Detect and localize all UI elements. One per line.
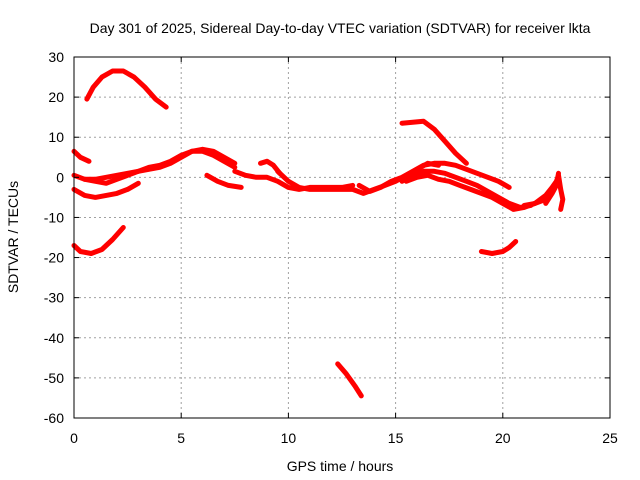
series-arc-15 bbox=[478, 239, 519, 256]
y-axis-label: SDTVAR / TECUs bbox=[5, 181, 21, 293]
x-tick-labels: 0 5 10 15 20 25 bbox=[70, 430, 618, 446]
y-tick-label: -40 bbox=[44, 330, 64, 346]
series-arc-5 bbox=[82, 146, 238, 186]
series-arc-18 bbox=[335, 361, 364, 399]
y-tick-label: 0 bbox=[56, 169, 64, 185]
x-tick-label: 20 bbox=[495, 430, 511, 446]
series-arc-7 bbox=[204, 172, 244, 190]
series-arc-11 bbox=[356, 160, 512, 194]
y-tick-labels: -60 -50 -40 -30 -20 -10 0 10 20 30 bbox=[44, 49, 64, 426]
series-arc-6 bbox=[71, 225, 126, 256]
y-tick-label: -30 bbox=[44, 290, 64, 306]
x-tick-label: 15 bbox=[388, 430, 404, 446]
x-tick-label: 10 bbox=[281, 430, 297, 446]
series-arc-2 bbox=[71, 148, 92, 164]
axis-ticks bbox=[73, 56, 611, 419]
series-arc-4 bbox=[71, 180, 141, 200]
y-tick-label: 30 bbox=[48, 49, 64, 65]
y-tick-label: 10 bbox=[48, 129, 64, 145]
grid-lines bbox=[74, 57, 610, 418]
y-tick-label: -60 bbox=[44, 410, 64, 426]
x-tick-label: 5 bbox=[177, 430, 185, 446]
y-tick-label: -50 bbox=[44, 370, 64, 386]
y-tick-label: -20 bbox=[44, 250, 64, 266]
data-traces bbox=[71, 68, 566, 399]
x-tick-label: 0 bbox=[70, 430, 78, 446]
x-axis-label: GPS time / hours bbox=[287, 458, 394, 474]
series-arc-13 bbox=[399, 168, 534, 210]
plot-frame bbox=[73, 56, 611, 419]
x-tick-label: 25 bbox=[602, 430, 618, 446]
series-arc-14 bbox=[399, 118, 469, 166]
y-tick-label: -10 bbox=[44, 209, 64, 225]
y-tick-label: 20 bbox=[48, 89, 64, 105]
series-arc-1 bbox=[84, 68, 169, 110]
chart-title: Day 301 of 2025, Sidereal Day-to-day VTE… bbox=[90, 20, 591, 36]
series-arc-17 bbox=[543, 170, 561, 206]
